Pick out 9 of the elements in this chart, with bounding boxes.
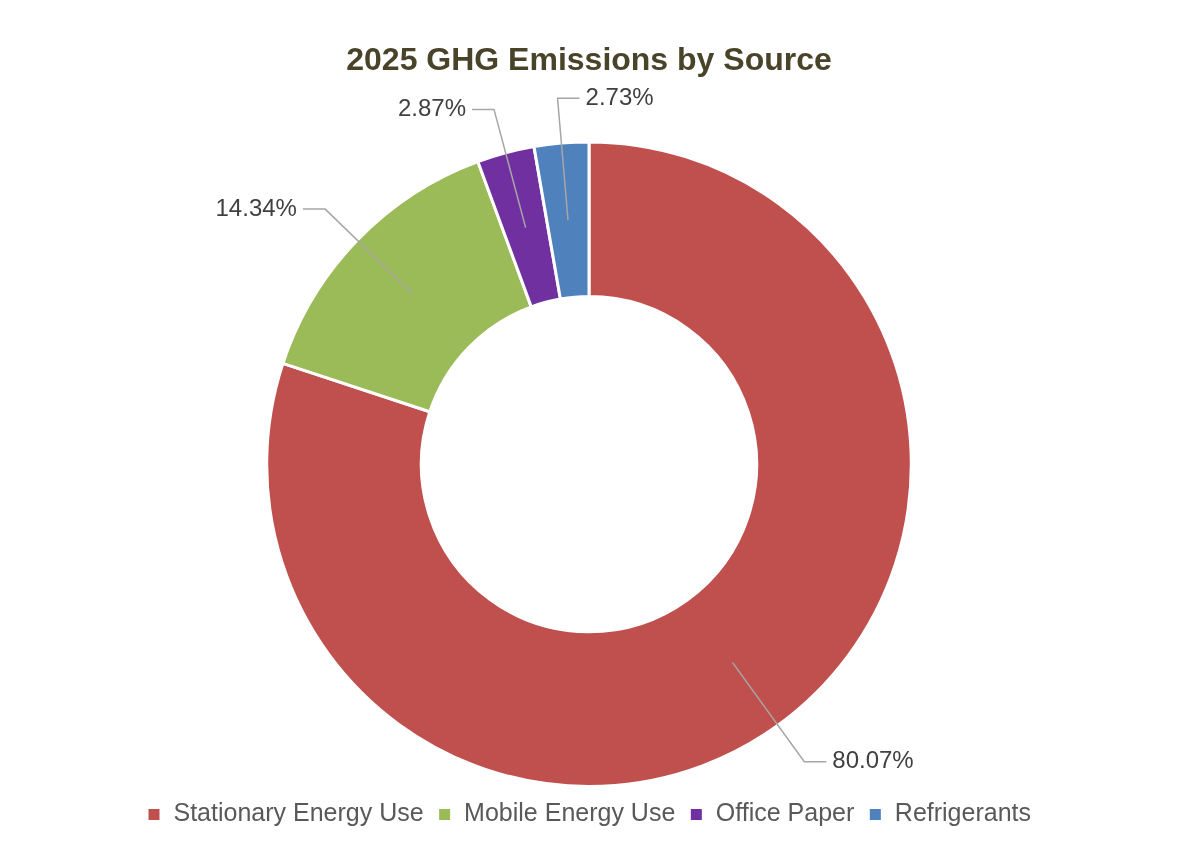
- data-label: 14.34%: [215, 193, 297, 221]
- data-label: 2.73%: [585, 82, 654, 110]
- legend-label: Stationary Energy Use: [173, 798, 424, 827]
- data-label: 80.07%: [832, 746, 914, 774]
- data-label: 2.87%: [397, 94, 466, 122]
- legend-label: Office Paper: [715, 798, 855, 827]
- chart-title: 2025 GHG Emissions by Source: [346, 41, 832, 78]
- legend-label: Refrigerants: [894, 798, 1031, 827]
- legend-label: Mobile Energy Use: [464, 798, 676, 827]
